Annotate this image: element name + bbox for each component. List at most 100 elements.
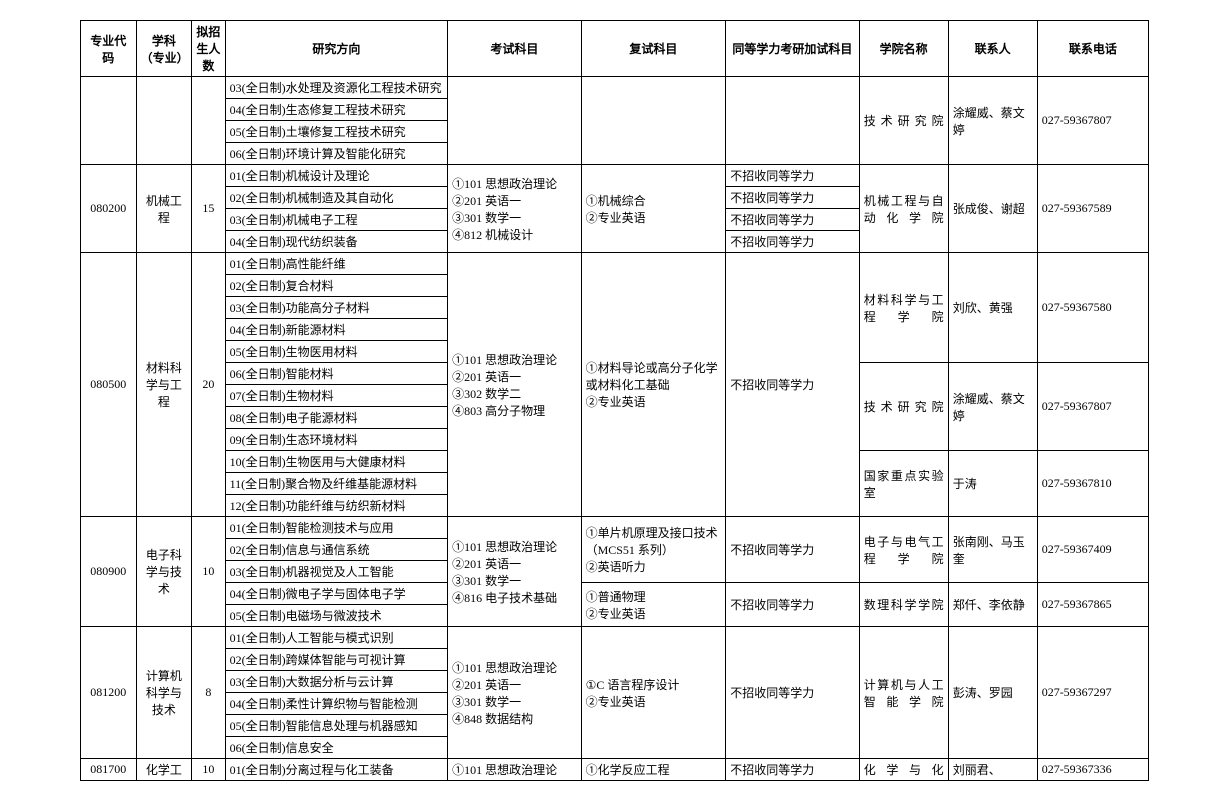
th-code: 专业代码 <box>81 21 137 77</box>
equiv-cell: 不招收同等学力 <box>726 517 860 583</box>
direction-cell: 01(全日制)人工智能与模式识别 <box>225 627 448 649</box>
major-cell: 材料科学与工程 <box>136 253 192 517</box>
th-equiv: 同等学力考研加试科目 <box>726 21 860 77</box>
admission-table: 专业代码 学科（专业） 拟招生人数 研究方向 考试科目 复试科目 同等学力考研加… <box>80 20 1149 781</box>
equiv-cell: 不招收同等学力 <box>726 583 860 627</box>
direction-cell: 03(全日制)机器视觉及人工智能 <box>225 561 448 583</box>
table-row: 081200 计算机科学与技术 8 01(全日制)人工智能与模式识别 ①101 … <box>81 627 1149 649</box>
retest-cell: ①机械综合 ②专业英语 <box>581 165 726 253</box>
direction-cell: 10(全日制)生物医用与大健康材料 <box>225 451 448 473</box>
direction-cell: 03(全日制)功能高分子材料 <box>225 297 448 319</box>
direction-cell: 11(全日制)聚合物及纤维基能源材料 <box>225 473 448 495</box>
direction-cell: 02(全日制)复合材料 <box>225 275 448 297</box>
equiv-cell: 不招收同等学力 <box>726 759 860 781</box>
th-direction: 研究方向 <box>225 21 448 77</box>
direction-cell: 01(全日制)机械设计及理论 <box>225 165 448 187</box>
direction-cell: 03(全日制)大数据分析与云计算 <box>225 671 448 693</box>
th-phone: 联系电话 <box>1037 21 1148 77</box>
direction-cell: 04(全日制)新能源材料 <box>225 319 448 341</box>
major-cell: 机械工程 <box>136 165 192 253</box>
quota-cell: 20 <box>192 253 225 517</box>
retest-cell: ①化学反应工程 <box>581 759 726 781</box>
direction-cell: 07(全日制)生物材料 <box>225 385 448 407</box>
quota-cell: 10 <box>192 517 225 627</box>
exam-cell: ①101 思想政治理论 ②201 英语一 ③301 数学一 ④816 电子技术基… <box>448 517 582 627</box>
direction-cell: 04(全日制)柔性计算织物与智能检测 <box>225 693 448 715</box>
code-cell: 080900 <box>81 517 137 627</box>
major-cell: 计算机科学与技术 <box>136 627 192 759</box>
table-row: 081700 化学工 10 01(全日制)分离过程与化工装备 ①101 思想政治… <box>81 759 1149 781</box>
direction-cell: 03(全日制)水处理及资源化工程技术研究 <box>225 77 448 99</box>
direction-cell: 06(全日制)智能材料 <box>225 363 448 385</box>
contact-cell: 涂耀威、蔡文婷 <box>948 363 1037 451</box>
table-row: 080200 机械工程 15 01(全日制)机械设计及理论 ①101 思想政治理… <box>81 165 1149 187</box>
th-contact: 联系人 <box>948 21 1037 77</box>
phone-cell: 027-59367810 <box>1037 451 1148 517</box>
college-cell: 技术研究院 <box>859 363 948 451</box>
table-row: 080500 材料科学与工程 20 01(全日制)高性能纤维 ①101 思想政治… <box>81 253 1149 275</box>
major-cell: 化学工 <box>136 759 192 781</box>
college-cell: 电子与电气工程学院 <box>859 517 948 583</box>
direction-cell: 06(全日制)信息安全 <box>225 737 448 759</box>
th-college: 学院名称 <box>859 21 948 77</box>
quota-cell: 10 <box>192 759 225 781</box>
college-cell: 技术研究院 <box>859 77 948 165</box>
direction-cell: 04(全日制)生态修复工程技术研究 <box>225 99 448 121</box>
contact-cell: 张成俊、谢超 <box>948 165 1037 253</box>
direction-cell: 05(全日制)智能信息处理与机器感知 <box>225 715 448 737</box>
direction-cell: 05(全日制)电磁场与微波技术 <box>225 605 448 627</box>
contact-cell: 郑仟、李依静 <box>948 583 1037 627</box>
equiv-cell: 不招收同等学力 <box>726 627 860 759</box>
phone-cell: 027-59367807 <box>1037 363 1148 451</box>
college-cell: 国家重点实验室 <box>859 451 948 517</box>
code-cell: 080500 <box>81 253 137 517</box>
phone-cell: 027-59367580 <box>1037 253 1148 363</box>
college-cell: 材料科学与工程学院 <box>859 253 948 363</box>
contact-cell: 于涛 <box>948 451 1037 517</box>
phone-cell: 027-59367409 <box>1037 517 1148 583</box>
table-row: 080900 电子科学与技术 10 01(全日制)智能检测技术与应用 ①101 … <box>81 517 1149 539</box>
phone-cell: 027-59367297 <box>1037 627 1148 759</box>
th-major: 学科（专业） <box>136 21 192 77</box>
direction-cell: 01(全日制)高性能纤维 <box>225 253 448 275</box>
phone-cell: 027-59367589 <box>1037 165 1148 253</box>
direction-cell: 08(全日制)电子能源材料 <box>225 407 448 429</box>
college-cell: 计算机与人工智能学院 <box>859 627 948 759</box>
th-quota: 拟招生人数 <box>192 21 225 77</box>
header-row: 专业代码 学科（专业） 拟招生人数 研究方向 考试科目 复试科目 同等学力考研加… <box>81 21 1149 77</box>
equiv-cell: 不招收同等学力 <box>726 165 860 187</box>
direction-cell: 02(全日制)信息与通信系统 <box>225 539 448 561</box>
th-retest: 复试科目 <box>581 21 726 77</box>
exam-cell: ①101 思想政治理论 ②201 英语一 ③301 数学一 ④848 数据结构 <box>448 627 582 759</box>
major-cell: 电子科学与技术 <box>136 517 192 627</box>
code-cell: 081200 <box>81 627 137 759</box>
th-exam: 考试科目 <box>448 21 582 77</box>
direction-cell: 12(全日制)功能纤维与纺织新材料 <box>225 495 448 517</box>
direction-cell: 09(全日制)生态环境材料 <box>225 429 448 451</box>
phone-cell: 027-59367807 <box>1037 77 1148 165</box>
direction-cell: 05(全日制)生物医用材料 <box>225 341 448 363</box>
direction-cell: 05(全日制)土壤修复工程技术研究 <box>225 121 448 143</box>
college-cell: 机械工程与自动化学院 <box>859 165 948 253</box>
retest-cell: ①C 语言程序设计 ②专业英语 <box>581 627 726 759</box>
college-cell: 化学与化 <box>859 759 948 781</box>
quota-cell: 8 <box>192 627 225 759</box>
college-cell: 数理科学学院 <box>859 583 948 627</box>
contact-cell: 彭涛、罗园 <box>948 627 1037 759</box>
direction-cell: 04(全日制)现代纺织装备 <box>225 231 448 253</box>
direction-cell: 06(全日制)环境计算及智能化研究 <box>225 143 448 165</box>
direction-cell: 01(全日制)分离过程与化工装备 <box>225 759 448 781</box>
contact-cell: 张南刚、马玉奎 <box>948 517 1037 583</box>
direction-cell: 04(全日制)微电子学与固体电子学 <box>225 583 448 605</box>
contact-cell: 刘丽君、 <box>948 759 1037 781</box>
equiv-cell: 不招收同等学力 <box>726 187 860 209</box>
code-cell: 080200 <box>81 165 137 253</box>
table-row: 03(全日制)水处理及资源化工程技术研究 技术研究院 涂耀威、蔡文婷 027-5… <box>81 77 1149 99</box>
retest-cell: ①普通物理 ②专业英语 <box>581 583 726 627</box>
contact-cell: 涂耀威、蔡文婷 <box>948 77 1037 165</box>
retest-cell: ①单片机原理及接口技术（MCS51 系列） ②英语听力 <box>581 517 726 583</box>
code-cell: 081700 <box>81 759 137 781</box>
exam-cell: ①101 思想政治理论 ②201 英语一 ③302 数学二 ④803 高分子物理 <box>448 253 582 517</box>
phone-cell: 027-59367865 <box>1037 583 1148 627</box>
exam-cell: ①101 思想政治理论 <box>448 759 582 781</box>
